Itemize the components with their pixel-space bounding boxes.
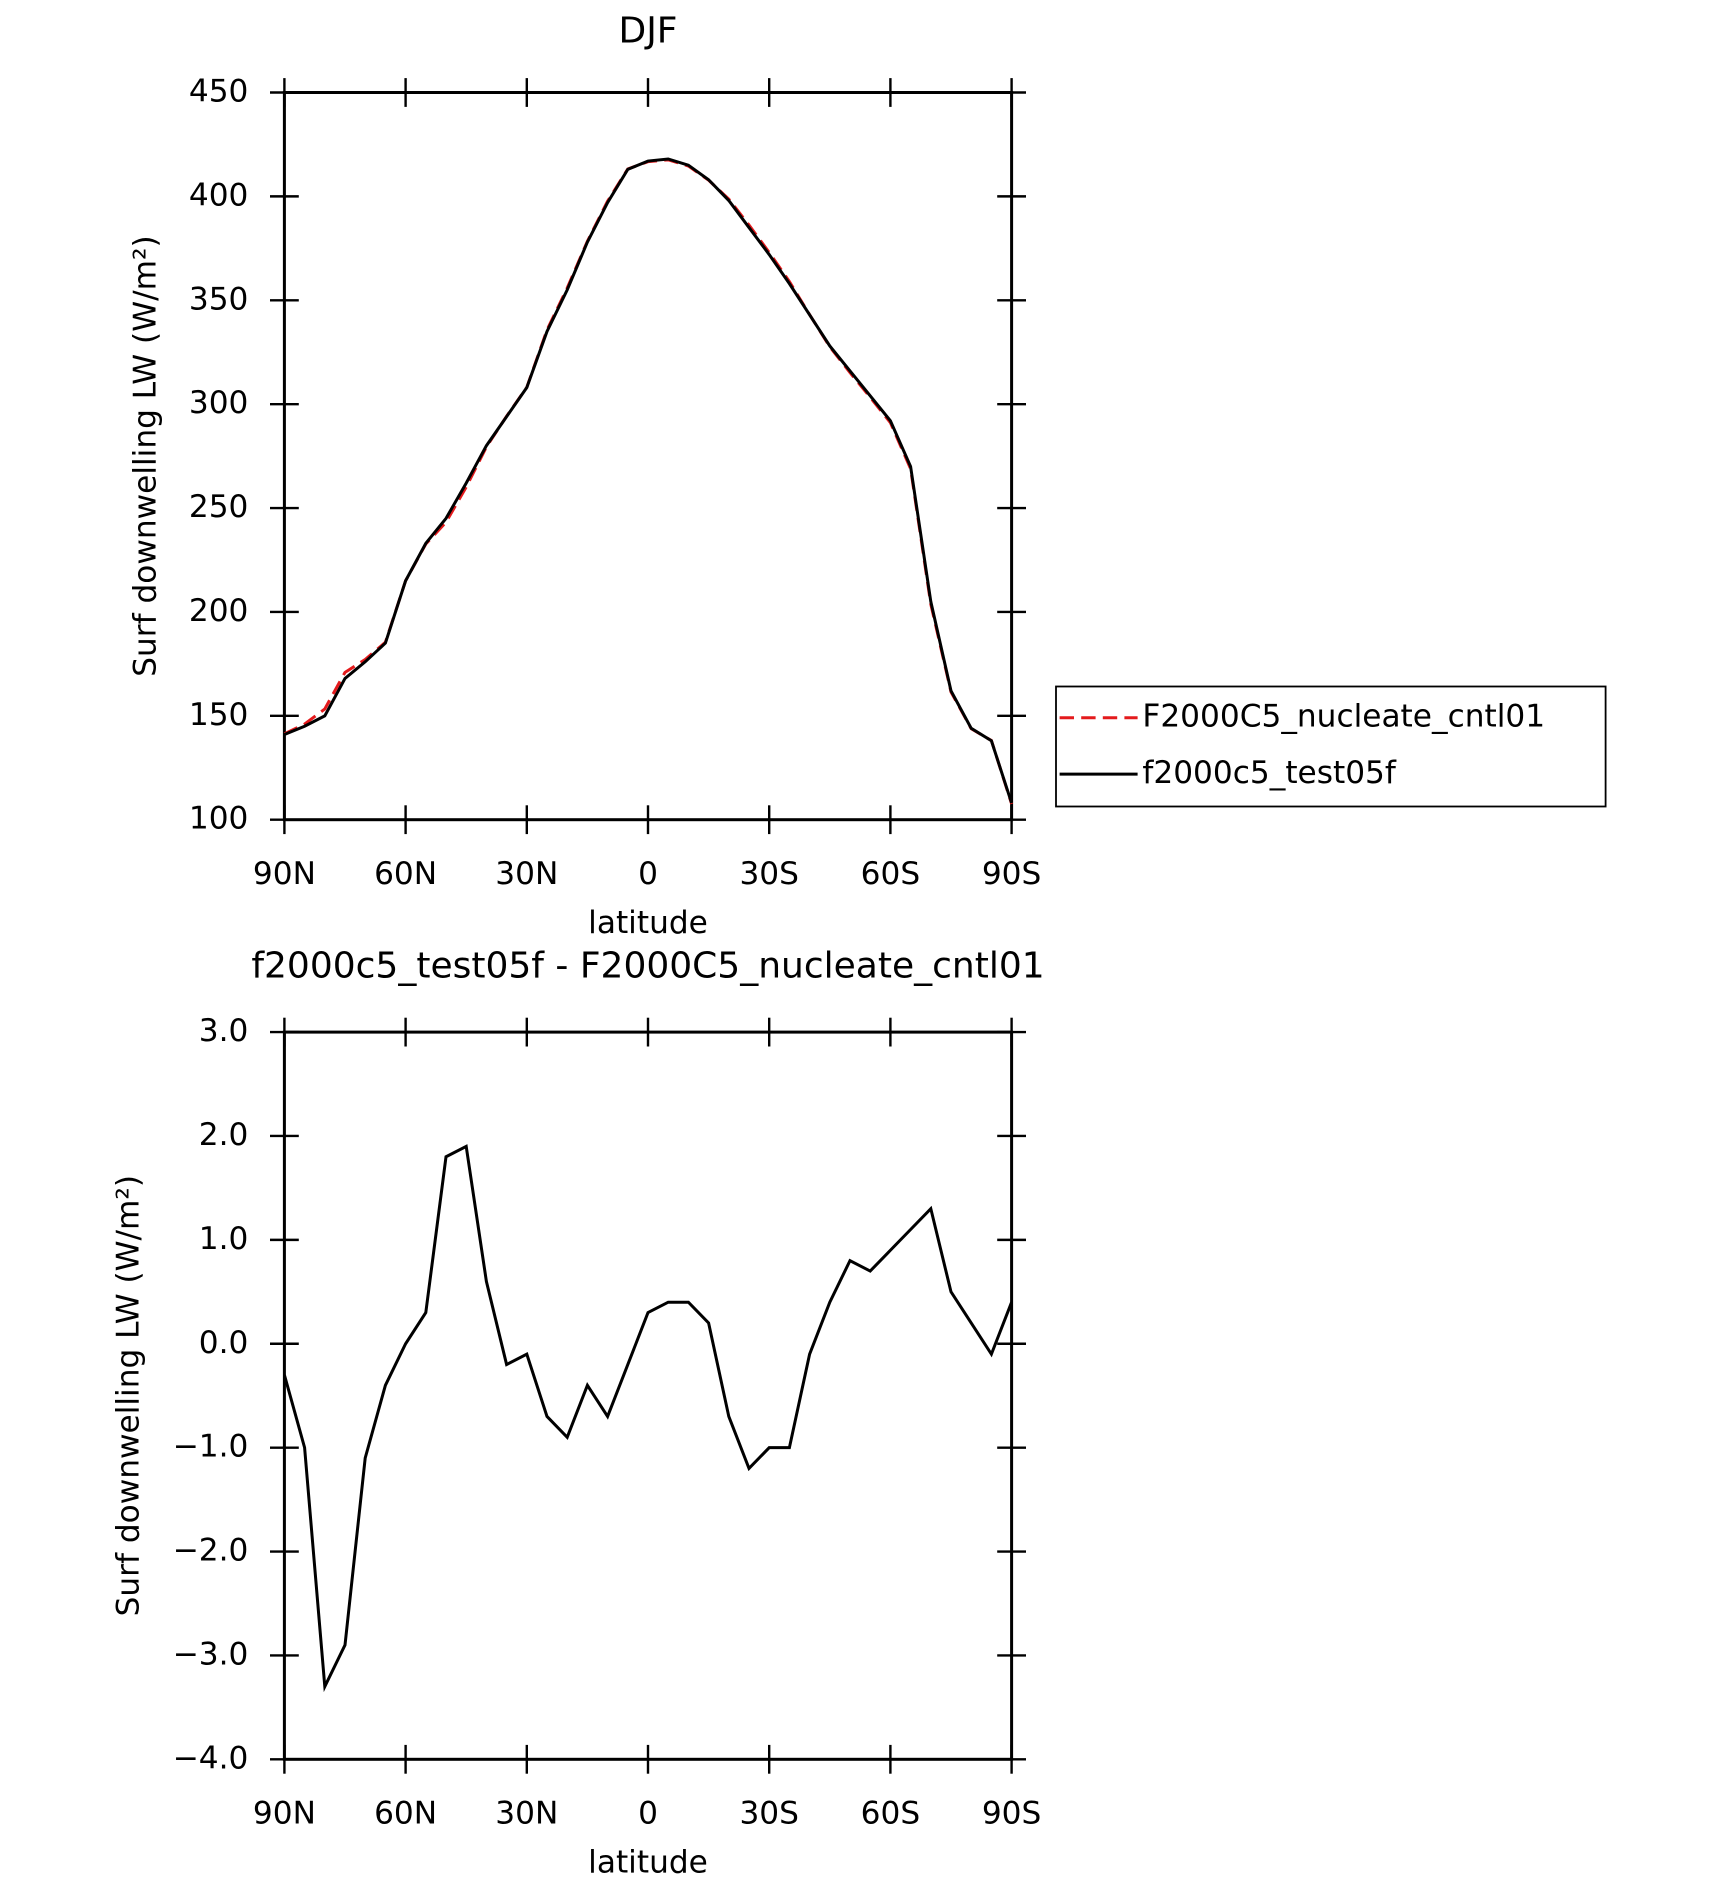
plot: −4.0 −3.0 −2.0 −1.0 0.0 1.0 2.0 3.0 90N 60N 30N 0 30…: [111, 945, 1045, 1877]
chart-title: f2000c5_test05f - F2000C5_nucleate_cntl0…: [251, 945, 1044, 986]
x-tick-label: 60S: [861, 1796, 920, 1832]
y-tick-label: 350: [189, 281, 249, 317]
y-tick-label: 3.0: [199, 1013, 249, 1049]
series-line: [283, 158, 1014, 805]
x-tick-label: 0: [638, 856, 658, 892]
x-axis-label: latitude: [588, 905, 708, 941]
x-tick-label: 60S: [861, 856, 920, 892]
y-tick-label: 300: [189, 385, 249, 421]
plot-frame: [282, 1030, 1014, 1761]
legend-box: [1055, 685, 1607, 808]
y-axis-label: Surf downwelling LW (W/m²): [127, 235, 163, 676]
x-tick-label: 90N: [253, 1796, 316, 1832]
x-tick-label: 30S: [739, 856, 798, 892]
chart-title: DJF: [618, 11, 677, 52]
y-tick-label: −1.0: [173, 1429, 249, 1465]
x-tick-label: 60N: [374, 1796, 437, 1832]
legend: F2000C5_nucleate_cntl01 f2000c5_test05f: [1055, 685, 1607, 808]
legend-label: F2000C5_nucleate_cntl01: [1142, 699, 1545, 735]
y-tick-label: 250: [189, 489, 249, 525]
x-tick-label: 90S: [982, 1796, 1041, 1832]
y-tick-label: 150: [189, 697, 249, 733]
plot: 100 150 200 250 300 350 400 450 90N 60N 30N 0 30S 60S…: [127, 11, 1041, 942]
y-tick-label: 450: [189, 74, 249, 110]
series-line: [282, 1144, 1013, 1693]
x-tick-label: 90N: [253, 856, 316, 892]
x-tick-label: 30N: [495, 856, 558, 892]
y-tick-label: 400: [189, 177, 249, 213]
series-line: [283, 157, 1014, 804]
x-tick-label: 30N: [495, 1796, 558, 1832]
y-tick-label: 1.0: [199, 1221, 249, 1257]
plot-frame: [282, 91, 1014, 822]
x-tick-label: 60N: [374, 856, 437, 892]
x-tick-label: 30S: [739, 1796, 798, 1832]
y-tick-label: 200: [189, 593, 249, 629]
x-tick-label: 90S: [982, 856, 1041, 892]
x-tick-label: 0: [638, 1796, 658, 1832]
y-tick-label: 0.0: [199, 1325, 249, 1361]
y-axis-label: Surf downwelling LW (W/m²): [111, 1175, 147, 1616]
y-tick-label: 100: [189, 801, 249, 837]
y-tick-label: 2.0: [199, 1117, 249, 1153]
x-axis-label: latitude: [588, 1845, 708, 1877]
y-tick-label: −3.0: [173, 1636, 249, 1672]
y-tick-label: −2.0: [173, 1533, 249, 1569]
legend-label: f2000c5_test05f: [1142, 755, 1397, 791]
y-tick-label: −4.0: [173, 1740, 249, 1776]
